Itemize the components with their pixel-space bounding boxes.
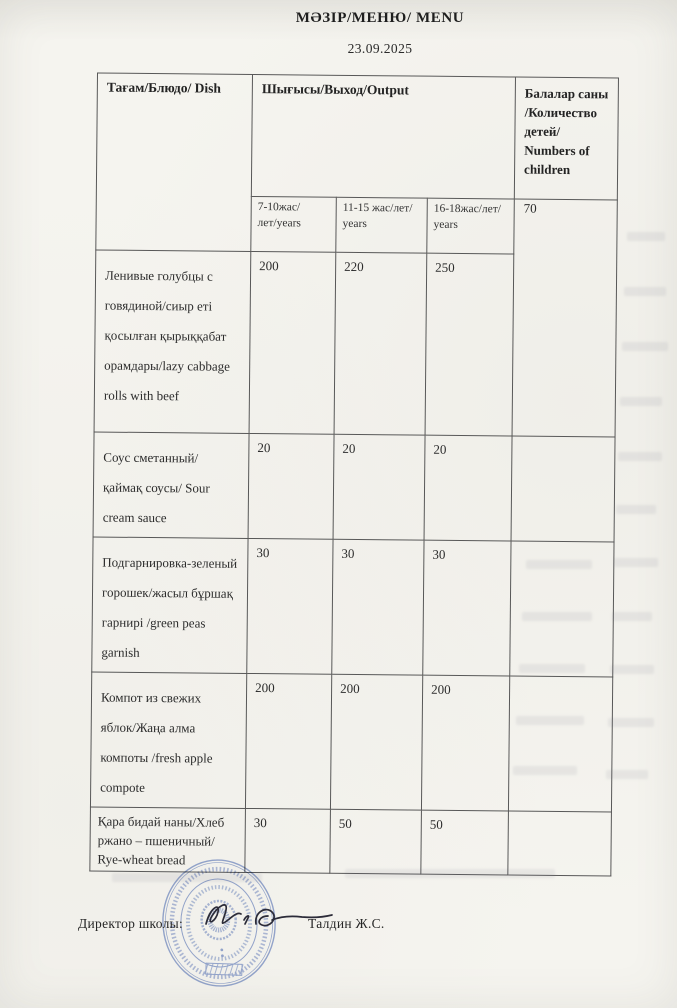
bleed-through-artifact bbox=[522, 612, 592, 621]
bleed-through-artifact bbox=[624, 287, 666, 296]
col-header-dish: Тағам/Блюдо/ Dish bbox=[95, 73, 253, 252]
dish-name-cell: Компот из свежих яблок/Жаңа алма компоты… bbox=[90, 671, 247, 809]
table-row: Подгарнировка-зеленый горошек/жасыл бұрш… bbox=[91, 536, 615, 677]
dish-name-cell: Подгарнировка-зеленый горошек/жасыл бұрш… bbox=[91, 536, 249, 674]
bleed-through-artifact bbox=[112, 873, 262, 882]
bleed-through-artifact bbox=[516, 716, 584, 725]
bleed-through-artifact bbox=[614, 558, 658, 567]
bleed-through-artifact bbox=[627, 232, 665, 241]
output-value-cell: 50 bbox=[329, 809, 422, 875]
bleed-through-artifact bbox=[620, 397, 662, 406]
director-name: Талдин Ж.С. bbox=[308, 916, 385, 931]
table-row: Компот из свежих яблок/Жаңа алма компоты… bbox=[90, 671, 613, 812]
output-value-cell: 200 bbox=[249, 251, 336, 435]
children-count-cell: 70 bbox=[512, 199, 618, 437]
bleed-through-artifact bbox=[345, 869, 555, 878]
dish-name-cell: Соус сметанный/ қаймақ соусы/ Sour cream… bbox=[93, 431, 250, 539]
table-header-row: Тағам/Блюдо/ Dish Шығысы/Выход/Output Ба… bbox=[95, 73, 619, 252]
menu-table: Тағам/Блюдо/ Dish Шығысы/Выход/Output Ба… bbox=[89, 72, 619, 876]
director-signature bbox=[205, 904, 333, 927]
table-row: Соус сметанный/ қаймақ соусы/ Sour cream… bbox=[93, 431, 616, 542]
output-value-cell: 200 bbox=[245, 673, 332, 810]
bleed-through-artifact bbox=[610, 665, 654, 674]
bleed-through-artifact bbox=[519, 664, 585, 673]
bleed-through-artifact bbox=[608, 718, 654, 727]
output-value-cell: 20 bbox=[333, 434, 426, 541]
children-count-cell-empty bbox=[507, 810, 612, 876]
output-value-cell: 250 bbox=[425, 253, 514, 437]
col-header-children: Балалар саны /Количество детей/ Numbers … bbox=[514, 77, 619, 200]
bleed-through-artifact bbox=[612, 612, 652, 621]
output-value-cell: 20 bbox=[248, 433, 335, 540]
page-title: МӘЗІР/МЕНЮ/ MENU bbox=[295, 10, 465, 26]
output-value-cell: 30 bbox=[246, 538, 334, 675]
document-header: МӘЗІР/МЕНЮ/ MENU 23.09.2025 bbox=[120, 10, 640, 57]
menu-table-wrapper: Тағам/Блюдо/ Dish Шығысы/Выход/Output Ба… bbox=[89, 72, 619, 876]
col-header-output: Шығысы/Выход/Output bbox=[251, 74, 516, 200]
menu-date: 23.09.2025 bbox=[347, 41, 413, 56]
bleed-through-artifact bbox=[606, 770, 648, 779]
bleed-through-artifact bbox=[526, 560, 592, 569]
bleed-through-artifact bbox=[513, 766, 577, 775]
output-value-cell: 30 bbox=[422, 540, 512, 676]
bleed-through-artifact bbox=[622, 342, 668, 351]
output-value-cell: 30 bbox=[331, 539, 425, 676]
bleed-through-artifact bbox=[618, 452, 662, 461]
output-value-cell: 200 bbox=[330, 674, 423, 811]
bleed-through-artifact bbox=[616, 505, 656, 514]
col-header-age-11-15: 11-15 жас/лет/ years bbox=[335, 197, 428, 254]
output-value-cell: 200 bbox=[421, 675, 510, 811]
col-header-age-16-18: 16-18жас/лет/ years bbox=[426, 198, 515, 255]
output-value-cell: 20 bbox=[424, 435, 513, 541]
children-count-cell-empty bbox=[511, 436, 616, 542]
children-count-cell-empty bbox=[508, 675, 613, 812]
col-header-age-7-10: 7-10жас/лет/years bbox=[250, 196, 337, 253]
school-stamp-icon bbox=[162, 859, 276, 987]
output-value-cell: 50 bbox=[420, 810, 509, 875]
output-value-cell: 220 bbox=[334, 252, 427, 436]
dish-name-cell: Ленивые голубцы с говядиной/сиыр еті қос… bbox=[94, 249, 251, 434]
director-label: Директор школы: bbox=[78, 916, 184, 931]
